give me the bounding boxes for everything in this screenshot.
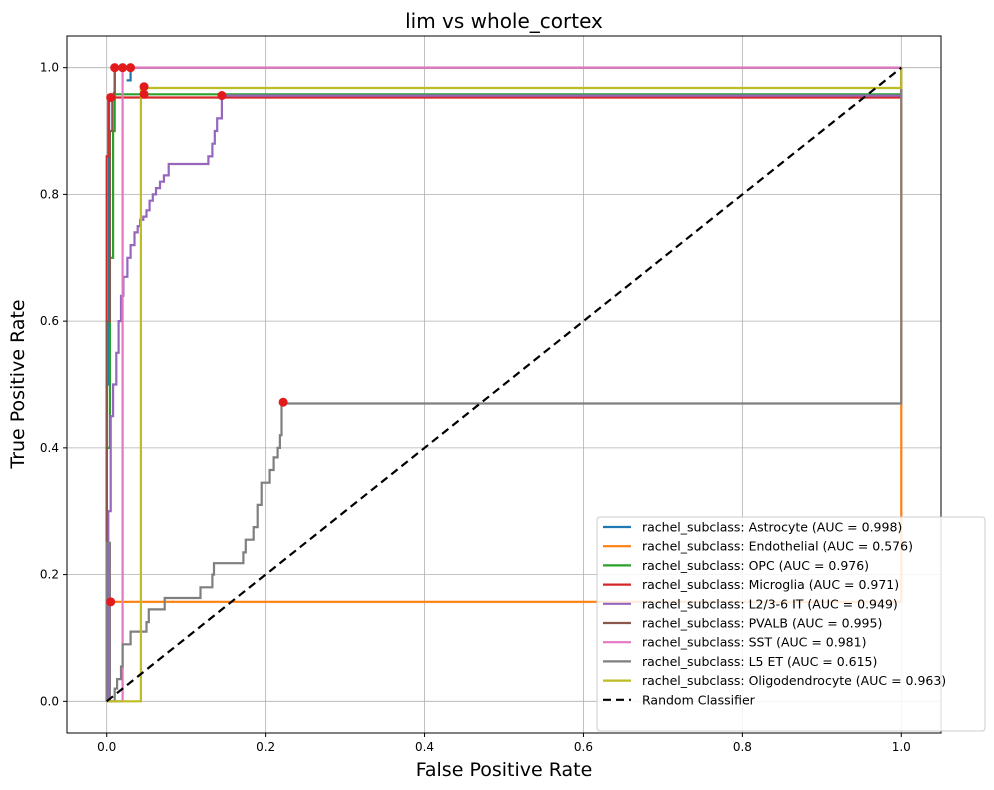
legend-label: Random Classifier <box>642 692 756 707</box>
legend-label: rachel_subclass: L5 ET (AUC = 0.615) <box>642 654 877 669</box>
y-axis-label: True Positive Rate <box>7 299 29 469</box>
y-axis-ticks: 0.0 0.2 0.4 0.6 0.8 1.0 <box>40 61 67 708</box>
x-tick-label: 0.4 <box>415 740 434 754</box>
x-tick-label: 1.0 <box>892 740 911 754</box>
legend-label: rachel_subclass: Endothelial (AUC = 0.57… <box>642 539 913 554</box>
legend-label: rachel_subclass: Microglia (AUC = 0.971) <box>642 577 899 592</box>
y-tick-label: 0.4 <box>40 441 59 455</box>
y-tick-label: 1.0 <box>40 61 59 75</box>
y-tick-label: 0.6 <box>40 314 59 328</box>
x-tick-label: 0.8 <box>733 740 752 754</box>
series-group <box>105 66 903 703</box>
legend-label: rachel_subclass: Astrocyte (AUC = 0.998) <box>642 520 902 535</box>
legend-label: rachel_subclass: SST (AUC = 0.981) <box>642 635 866 650</box>
optimal-point <box>278 397 288 407</box>
legend-label: rachel_subclass: PVALB (AUC = 0.995) <box>642 616 882 631</box>
optimal-point <box>106 92 116 102</box>
chart-title: lim vs whole_cortex <box>405 9 603 33</box>
x-axis-ticks: 0.0 0.2 0.4 0.6 0.8 1.0 <box>97 733 911 754</box>
legend-box <box>596 516 986 732</box>
legend-label: rachel_subclass: Oligodendrocyte (AUC = … <box>642 673 946 688</box>
x-tick-label: 0.0 <box>97 740 116 754</box>
y-tick-label: 0.8 <box>40 187 59 201</box>
optimal-point <box>118 63 128 73</box>
optimal-point <box>106 597 116 607</box>
optimal-point <box>139 89 149 99</box>
plot-frame <box>66 35 942 734</box>
optimal-point <box>217 91 227 101</box>
x-tick-label: 0.2 <box>256 740 275 754</box>
legend-label: rachel_subclass: L2/3-6 IT (AUC = 0.949) <box>642 596 898 611</box>
series-line <box>106 66 902 703</box>
optimal-point <box>139 82 149 92</box>
x-tick-label: 0.6 <box>574 740 593 754</box>
optimal-point <box>126 63 136 73</box>
series-line <box>105 67 903 702</box>
legend: rachel_subclass: Astrocyte (AUC = 0.998)… <box>596 516 986 732</box>
optimal-markers <box>106 63 288 607</box>
y-tick-label: 0.0 <box>40 694 59 708</box>
optimal-point <box>110 63 120 73</box>
y-tick-label: 0.2 <box>40 568 59 582</box>
series-line <box>106 67 903 703</box>
legend-label: rachel_subclass: OPC (AUC = 0.976) <box>642 558 869 573</box>
x-axis-label: False Positive Rate <box>416 759 593 781</box>
series-line <box>105 67 903 703</box>
